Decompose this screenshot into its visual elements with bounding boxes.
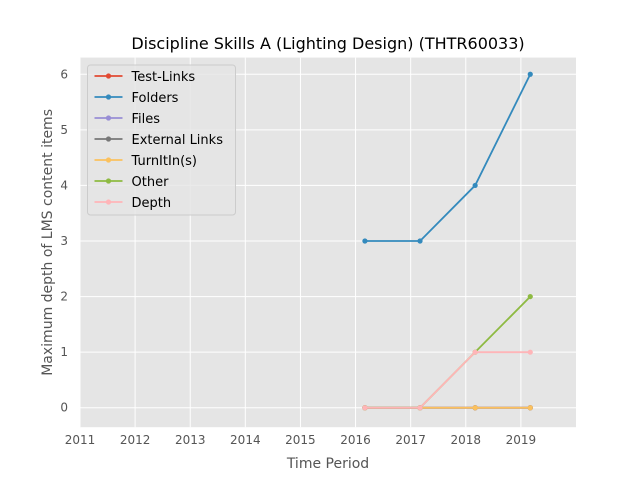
x-tick-label: 2015 xyxy=(285,433,316,447)
y-tick-label: 6 xyxy=(60,67,68,81)
y-tick-label: 1 xyxy=(60,345,68,359)
x-tick-label: 2019 xyxy=(506,433,537,447)
legend-item: Folders xyxy=(94,91,179,106)
legend: Test-Links Folders Files External Links Turn… xyxy=(87,64,236,216)
legend-marker xyxy=(105,73,112,79)
legend-item: Test-Links xyxy=(94,70,196,85)
data-point xyxy=(362,405,368,411)
legend-marker xyxy=(105,199,112,205)
legend-marker xyxy=(105,178,112,184)
data-point xyxy=(527,405,533,411)
x-tick-label: 2016 xyxy=(340,433,371,447)
data-point xyxy=(417,405,423,411)
x-tick-label: 2011 xyxy=(65,433,96,447)
chart-title: Discipline Skills A (Lighting Design) (T… xyxy=(131,34,524,53)
data-point xyxy=(472,349,478,355)
x-tick-label: 2014 xyxy=(230,433,261,447)
data-point xyxy=(417,238,423,244)
x-tick-label: 2012 xyxy=(120,433,151,447)
legend-label: Other xyxy=(132,175,170,190)
legend-item: Files xyxy=(94,112,161,127)
legend-item: Depth xyxy=(94,196,172,211)
tick-labels: 2011 2012 2013 2014 2015 2016 2017 2018 2019 0 1 2 3… xyxy=(60,67,536,447)
legend-marker xyxy=(105,136,112,142)
x-tick-label: 2013 xyxy=(175,433,206,447)
legend-item: TurnItIn(s) xyxy=(94,154,197,169)
series-folders xyxy=(362,71,533,244)
x-tick-label: 2018 xyxy=(451,433,482,447)
legend-label: External Links xyxy=(132,133,224,148)
data-point xyxy=(527,349,533,355)
data-point xyxy=(472,405,478,411)
y-tick-label: 3 xyxy=(60,234,68,248)
y-axis-label: Maximum depth of LMS content items xyxy=(40,109,56,376)
data-point xyxy=(527,71,533,77)
y-tick-label: 0 xyxy=(60,401,68,415)
legend-marker xyxy=(105,94,112,100)
legend-item: Other xyxy=(94,175,170,190)
series-line xyxy=(364,73,532,242)
legend-label: TurnItIn(s) xyxy=(131,154,197,169)
legend-label: Files xyxy=(132,112,161,127)
series-depth xyxy=(362,349,533,411)
legend-marker xyxy=(105,115,112,121)
series-line xyxy=(364,351,531,409)
legend-label: Folders xyxy=(132,91,179,106)
y-tick-label: 2 xyxy=(60,290,68,304)
legend-label: Depth xyxy=(132,196,172,211)
legend-marker xyxy=(105,157,112,163)
data-point xyxy=(362,238,368,244)
legend-label: Test-Links xyxy=(131,70,196,85)
legend-box xyxy=(87,64,236,216)
series-layer xyxy=(362,71,533,411)
grid-lines xyxy=(79,57,576,428)
legend-item: External Links xyxy=(94,133,224,148)
data-point xyxy=(527,293,533,300)
x-axis-label: Time Period xyxy=(286,456,369,472)
y-tick-label: 4 xyxy=(60,178,68,192)
y-tick-label: 5 xyxy=(60,123,68,137)
data-point xyxy=(472,182,478,189)
x-tick-label: 2017 xyxy=(395,433,426,447)
